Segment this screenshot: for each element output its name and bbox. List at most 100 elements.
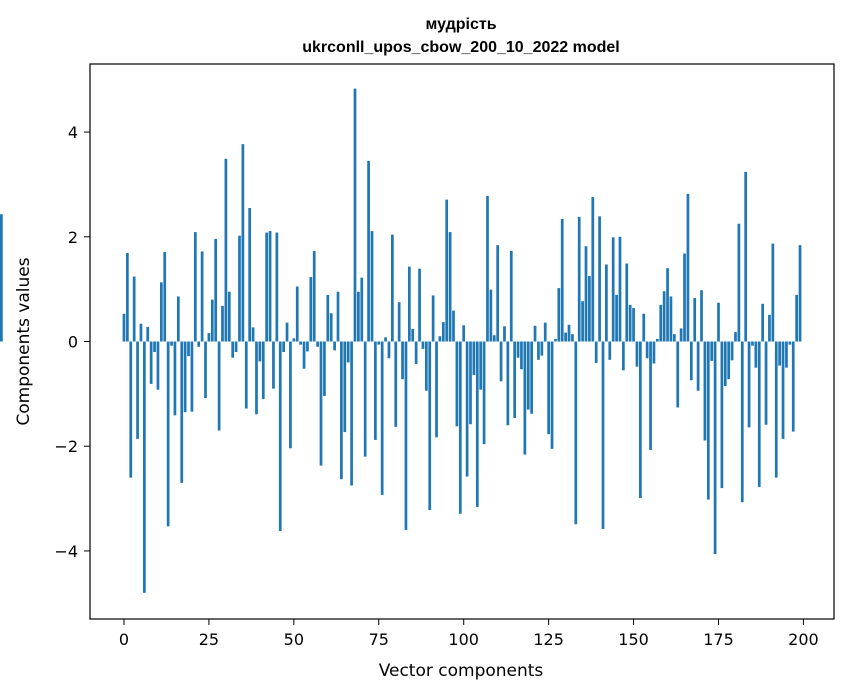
bar-178	[727, 341, 731, 380]
bar-108	[489, 289, 493, 342]
bar-81	[397, 302, 401, 342]
bar-129	[560, 218, 564, 342]
bar-44	[272, 341, 275, 389]
bar-85	[411, 328, 415, 342]
bar-98	[455, 341, 459, 427]
bar-196	[788, 341, 792, 345]
bar-12	[163, 251, 167, 342]
bar-171	[703, 341, 707, 441]
y-axis-ticks: −4 −2 0 2 4	[54, 123, 90, 561]
bar-134	[577, 216, 581, 342]
plot-frame	[89, 63, 835, 620]
bar-102	[469, 341, 472, 425]
bar-55	[309, 277, 313, 342]
bar-23	[200, 251, 204, 342]
bar-42	[265, 232, 269, 342]
bar-88	[421, 341, 425, 349]
bar-194	[781, 341, 785, 439]
bar-126	[550, 341, 554, 449]
bar-21	[193, 232, 197, 342]
bar-77	[384, 337, 387, 342]
bar-155	[649, 341, 652, 450]
bar-82	[401, 341, 404, 380]
bar-27	[214, 238, 218, 342]
bar-60	[326, 294, 330, 342]
bar-160	[666, 268, 669, 342]
bar-40	[258, 341, 262, 362]
bar-174	[713, 341, 717, 555]
bar-19	[187, 341, 190, 357]
bar-37	[248, 207, 252, 342]
bar-173	[710, 341, 714, 361]
bar-118	[523, 341, 527, 455]
bar-13	[166, 341, 170, 527]
bar-166	[686, 193, 690, 342]
bar-25	[207, 333, 211, 342]
bar-148	[625, 263, 629, 342]
bar-131	[567, 324, 571, 342]
bar-193	[778, 341, 781, 366]
bar-157	[655, 338, 659, 342]
bar-58	[319, 341, 323, 466]
bar-189	[764, 341, 768, 425]
bar-92	[435, 341, 438, 438]
bar-168	[693, 298, 697, 342]
bar-195	[785, 341, 788, 368]
y-tick-label: −2	[54, 437, 78, 456]
bar-83	[404, 341, 408, 530]
bar-172	[706, 341, 710, 500]
x-tick-label: 175	[703, 630, 734, 649]
y-tick-label: 4	[68, 123, 78, 142]
bar-5	[139, 323, 143, 342]
bar-132	[571, 334, 574, 342]
bar-6	[143, 341, 146, 593]
bar-152	[639, 341, 642, 499]
bar-103	[472, 341, 476, 376]
bar-123	[540, 341, 544, 356]
bar-54	[306, 341, 309, 352]
bar-62	[333, 341, 336, 351]
bar-114	[509, 250, 513, 342]
bar-113	[506, 341, 510, 426]
x-tick-label: 125	[533, 630, 564, 649]
bar-183	[744, 171, 748, 342]
bar-156	[652, 341, 656, 364]
bar-124	[543, 322, 547, 342]
bar-149	[628, 304, 632, 342]
bar-161	[669, 296, 673, 342]
bar-139	[594, 341, 598, 363]
bar-38	[251, 327, 255, 342]
bar-3	[132, 276, 136, 342]
bar-147	[622, 341, 625, 371]
bar-153	[642, 313, 646, 342]
bar-80	[394, 341, 398, 427]
x-axis-label: Vector components	[379, 661, 544, 681]
bar-undefined	[0, 214, 3, 342]
bar-26	[210, 299, 214, 342]
bar-186	[754, 341, 758, 368]
bar-51	[295, 286, 299, 342]
bar-63	[336, 291, 340, 342]
bar-185	[751, 341, 754, 346]
bar-50	[292, 338, 296, 342]
bar-28	[217, 341, 221, 431]
bar-141	[601, 341, 605, 529]
bar-8	[149, 341, 153, 384]
bar-47	[282, 341, 285, 352]
bar-35	[241, 144, 245, 342]
bar-1	[126, 253, 129, 342]
bar-187	[757, 341, 761, 488]
bar-128	[557, 288, 561, 342]
bar-59	[323, 341, 326, 396]
bar-0	[122, 313, 126, 342]
bar-99	[458, 341, 462, 514]
bar-39	[255, 341, 258, 415]
y-tick-label: 0	[68, 333, 78, 352]
bar-167	[689, 341, 693, 381]
bar-49	[289, 341, 292, 449]
y-tick-label: −4	[54, 542, 78, 561]
bar-48	[285, 322, 289, 342]
bar-163	[676, 341, 680, 408]
bar-20	[190, 341, 194, 412]
